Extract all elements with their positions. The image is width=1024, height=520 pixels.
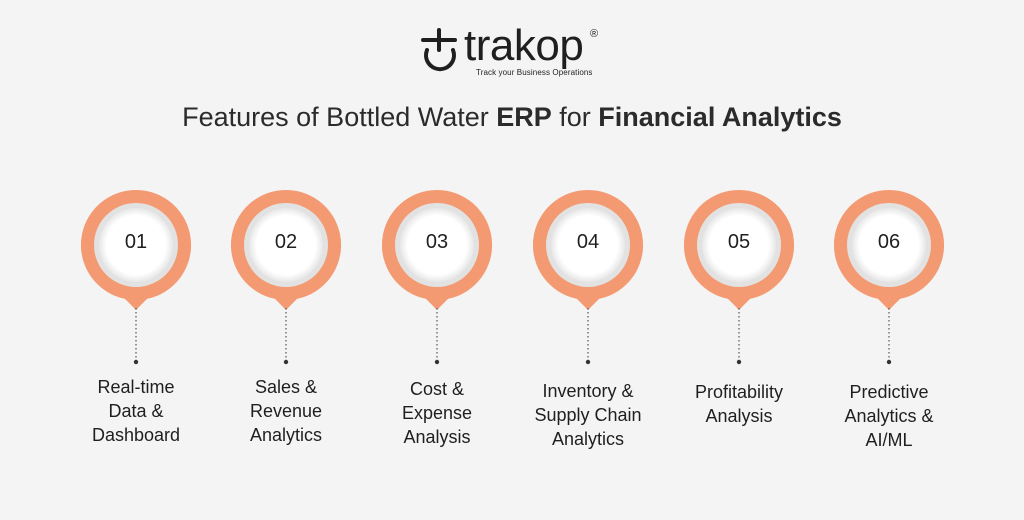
dotted-connector — [886, 308, 892, 365]
feature-label-line: Inventory & — [542, 381, 634, 401]
feature-label-line: Analysis — [705, 406, 773, 426]
location-pin-icon — [533, 190, 643, 310]
page-title: Features of Bottled Water ERP for Financ… — [0, 102, 1024, 133]
feature-label-line: Supply Chain — [534, 405, 642, 425]
pin-inner-circle — [249, 208, 323, 282]
dotted-connector — [283, 308, 289, 365]
location-pin-icon — [231, 190, 341, 310]
dotted-connector — [736, 308, 742, 365]
connector-dot — [133, 359, 139, 365]
feature-label-line: Analytics & — [844, 406, 934, 426]
location-pin-icon — [684, 190, 794, 310]
feature-label-line: Analytics — [249, 425, 323, 445]
feature-label-line: Revenue — [249, 401, 323, 421]
dotted-connector — [434, 308, 440, 365]
feature-label: Inventory & Supply Chain Analytics — [513, 379, 663, 451]
feature-number: 01 — [124, 231, 148, 253]
pin-inner-circle — [99, 208, 173, 282]
feature-item-04: 04 Inventory & Supply Chain Analytics — [533, 190, 683, 460]
title-bold-2: Financial Analytics — [598, 102, 842, 132]
feature-label-line: Data & — [108, 401, 164, 421]
feature-number: 03 — [425, 231, 449, 253]
feature-number: 06 — [877, 231, 901, 253]
location-pin-icon — [81, 190, 191, 310]
feature-label-line: Real-time — [97, 377, 175, 397]
feature-item-01: 01 Real-time Data & Dashboard — [81, 190, 231, 460]
location-pin-icon — [382, 190, 492, 310]
feature-number: 04 — [576, 231, 600, 253]
connector-dot — [886, 359, 892, 365]
registered-mark: ® — [590, 28, 599, 40]
feature-label: Sales & Revenue Analytics — [211, 375, 361, 447]
feature-label-line: Analysis — [403, 427, 471, 447]
brand-tagline: Track your Business Operations — [476, 68, 593, 77]
feature-label-line: Predictive — [849, 382, 929, 402]
connector-dot — [283, 359, 289, 365]
pin-inner-circle — [852, 208, 926, 282]
feature-number: 05 — [727, 231, 751, 253]
title-bold-1: ERP — [496, 102, 552, 132]
feature-label-line: Profitability — [694, 382, 784, 402]
pin-inner-circle — [400, 208, 474, 282]
feature-item-03: 03 Cost & Expense Analysis — [382, 190, 532, 460]
feature-label: Profitability Analysis — [664, 380, 814, 428]
feature-item-06: 06 Predictive Analytics & AI/ML — [834, 190, 984, 460]
pin-inner-circle — [551, 208, 625, 282]
trakop-logo-icon — [421, 28, 457, 72]
feature-label-line: Sales & — [254, 377, 318, 397]
feature-number: 02 — [274, 231, 298, 253]
feature-label-line: Expense — [401, 403, 473, 423]
feature-label: Predictive Analytics & AI/ML — [814, 380, 964, 452]
feature-item-02: 02 Sales & Revenue Analytics — [231, 190, 381, 460]
feature-label: Real-time Data & Dashboard — [61, 375, 211, 447]
feature-label-line: AI/ML — [865, 430, 913, 450]
dotted-connector — [585, 308, 591, 365]
connector-dot — [434, 359, 440, 365]
title-part-1: Features of Bottled Water — [182, 102, 497, 132]
connector-dot — [736, 359, 742, 365]
dotted-connector — [133, 308, 139, 365]
feature-label-line: Analytics — [551, 429, 625, 449]
brand-logo: trakop ® Track your Business Operations — [0, 22, 1024, 82]
location-pin-icon — [834, 190, 944, 310]
connector-dot — [585, 359, 591, 365]
title-part-2: for — [551, 102, 599, 132]
pin-inner-circle — [702, 208, 776, 282]
feature-label-line: Dashboard — [91, 425, 181, 445]
brand-name: trakop — [464, 21, 584, 70]
feature-item-05: 05 Profitability Analysis — [684, 190, 834, 460]
feature-label-line: Cost & — [409, 379, 465, 399]
feature-label: Cost & Expense Analysis — [362, 377, 512, 449]
